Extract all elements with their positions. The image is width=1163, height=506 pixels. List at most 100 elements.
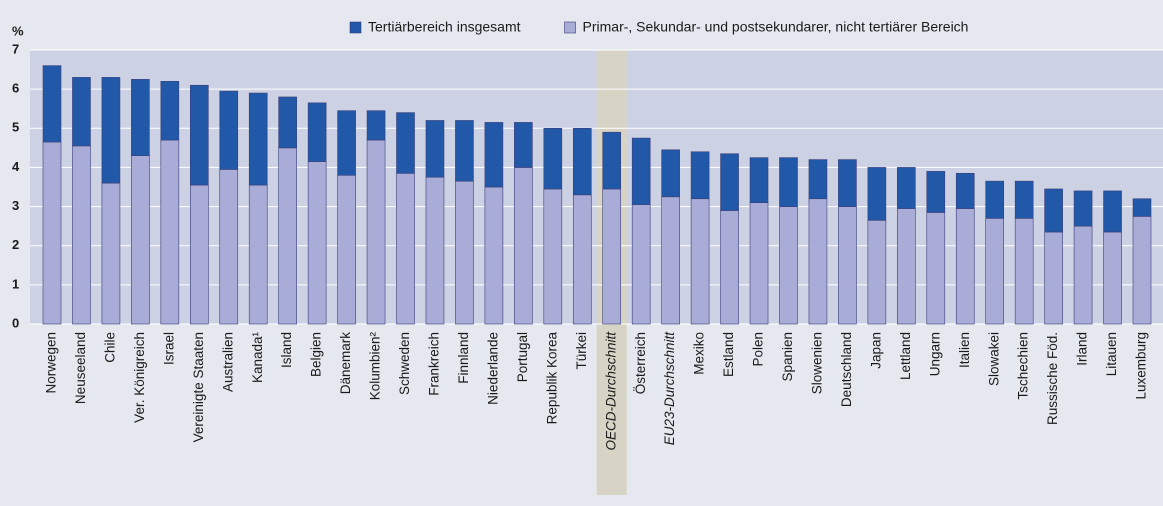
bar-segment bbox=[425, 176, 445, 325]
bar-segment bbox=[779, 206, 798, 325]
x-tick-label: Irland bbox=[1075, 332, 1090, 366]
x-tick-label: Lettland bbox=[898, 332, 913, 380]
y-tick-label: 3 bbox=[12, 198, 19, 213]
x-tick-label: Türkei bbox=[574, 332, 589, 370]
x-tick-label: Ver. Königreich bbox=[132, 332, 147, 423]
y-tick-label: 6 bbox=[12, 81, 19, 96]
bar-segment bbox=[396, 112, 415, 174]
bar-segment bbox=[631, 204, 651, 325]
bar-segment bbox=[1044, 231, 1063, 325]
x-tick-label: Spanien bbox=[780, 332, 795, 382]
bar-segment bbox=[779, 157, 798, 207]
y-tick-label: 1 bbox=[12, 276, 19, 291]
bar-segment bbox=[838, 206, 857, 325]
x-tick-label: Kolumbien² bbox=[368, 332, 383, 401]
x-tick-label: Russische Föd. bbox=[1045, 332, 1060, 425]
x-tick-label: Australien bbox=[220, 332, 235, 392]
x-tick-label: Belgien bbox=[309, 332, 324, 377]
x-tick-label: Frankreich bbox=[427, 332, 442, 396]
legend-swatch bbox=[564, 21, 576, 34]
x-tick-label: Ungarn bbox=[927, 332, 942, 376]
x-tick-label: Finnland bbox=[456, 332, 471, 384]
x-tick-label: Republik Korea bbox=[544, 332, 559, 425]
x-tick-label: Litauen bbox=[1104, 332, 1119, 376]
bar-segment bbox=[101, 182, 121, 325]
bar-segment bbox=[985, 218, 1005, 325]
bar-segment bbox=[867, 219, 887, 325]
bar-segment bbox=[189, 184, 209, 325]
x-tick-label: Estland bbox=[721, 332, 736, 377]
bar-segment bbox=[720, 210, 739, 325]
legend-label: Primar-, Sekundar- und postsekundarer, n… bbox=[583, 19, 969, 35]
y-tick-label: 7 bbox=[12, 41, 19, 56]
bar-segment bbox=[278, 96, 297, 149]
bar-segment bbox=[720, 153, 739, 211]
bar-segment bbox=[1073, 190, 1093, 227]
bar-segment bbox=[1132, 216, 1152, 325]
bar-segment bbox=[189, 84, 209, 186]
bar-segment bbox=[131, 155, 150, 325]
bar-segment bbox=[631, 137, 651, 205]
y-tick-label: 4 bbox=[12, 159, 20, 174]
x-tick-label: Chile bbox=[102, 332, 117, 363]
x-tick-label: EU23-Durchschnitt bbox=[662, 331, 677, 446]
bar-segment bbox=[543, 127, 563, 190]
bar-segment bbox=[602, 188, 622, 325]
x-tick-label: Portugal bbox=[515, 332, 530, 382]
bar-segment bbox=[219, 169, 239, 325]
x-tick-label: Norwegen bbox=[44, 332, 59, 394]
bar-segment bbox=[1132, 198, 1152, 217]
bar-segment bbox=[572, 194, 592, 325]
bar-segment bbox=[425, 120, 445, 178]
bar-segment bbox=[514, 167, 533, 325]
legend-label: Tertiärbereich insgesamt bbox=[368, 19, 521, 35]
bar-segment bbox=[897, 208, 916, 325]
x-tick-label: Deutschland bbox=[839, 332, 854, 407]
bar-segment bbox=[219, 90, 239, 170]
y-tick-label: 0 bbox=[12, 315, 19, 330]
x-tick-label: Japan bbox=[868, 332, 883, 369]
x-tick-label: Schweden bbox=[397, 332, 412, 395]
bar-segment bbox=[307, 102, 327, 162]
x-tick-label: Israel bbox=[161, 332, 176, 365]
bar-segment bbox=[337, 174, 356, 325]
x-tick-label: Polen bbox=[751, 332, 766, 367]
bar-segment bbox=[1103, 231, 1122, 325]
bar-segment bbox=[1014, 180, 1034, 219]
x-tick-label: Island bbox=[279, 332, 294, 368]
bar-segment bbox=[543, 188, 563, 325]
bar-segment bbox=[897, 167, 916, 209]
bar-segment bbox=[690, 151, 710, 200]
x-tick-label: Niederlande bbox=[485, 332, 500, 405]
x-tick-label: Luxemburg bbox=[1134, 332, 1149, 400]
bar-segment bbox=[42, 141, 62, 325]
bar-segment bbox=[131, 79, 150, 156]
bar-segment bbox=[366, 110, 386, 141]
bar-segment bbox=[455, 120, 474, 182]
bar-segment bbox=[749, 202, 769, 325]
bar-segment bbox=[602, 131, 622, 190]
bar-segment bbox=[72, 145, 91, 325]
bar-segment bbox=[926, 171, 946, 213]
bar-segment bbox=[808, 159, 828, 200]
bar-segment bbox=[1014, 218, 1034, 325]
bar-segment bbox=[749, 157, 769, 203]
x-tick-label: Italien bbox=[957, 332, 972, 368]
bar-segment bbox=[867, 167, 887, 221]
x-tick-label: Tschechien bbox=[1016, 332, 1031, 400]
bar-segment bbox=[337, 110, 356, 176]
y-tick-label: 2 bbox=[12, 237, 19, 252]
legend-swatch bbox=[349, 21, 362, 34]
bar-segment bbox=[248, 92, 268, 186]
bar-segment bbox=[72, 77, 91, 147]
bar-segment bbox=[101, 77, 121, 184]
bar-segment bbox=[484, 186, 504, 325]
y-tick-label: 5 bbox=[12, 120, 19, 135]
bar-segment bbox=[248, 184, 268, 325]
x-tick-label: Mexiko bbox=[692, 332, 707, 375]
y-axis-label: % bbox=[12, 23, 24, 38]
bar-segment bbox=[514, 122, 533, 168]
x-tick-label: Neuseeland bbox=[73, 332, 88, 404]
bar-segment bbox=[366, 139, 386, 325]
